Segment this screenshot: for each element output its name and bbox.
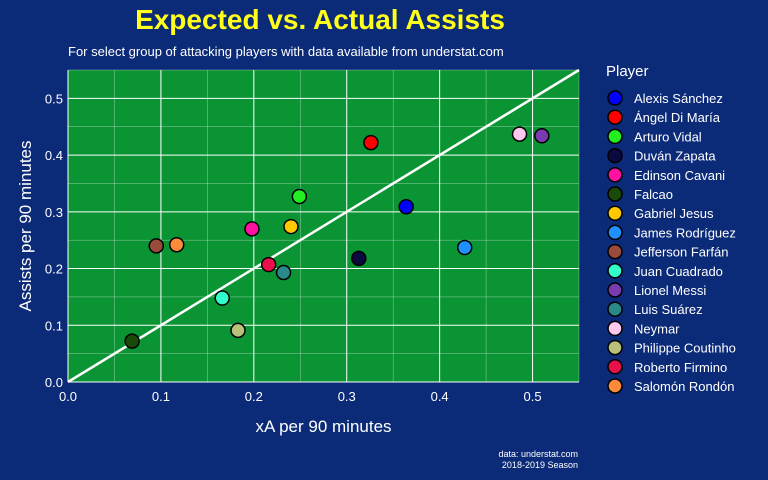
legend-label: Luis Suárez — [634, 302, 703, 317]
caption-season: 2018-2019 Season — [501, 460, 578, 470]
legend-marker — [607, 224, 623, 241]
x-tick-label: 0.5 — [524, 389, 542, 404]
legend-marker — [607, 378, 623, 394]
reference-line — [67, 68, 580, 384]
x-tick-label: 0.2 — [245, 389, 263, 404]
legend-marker — [607, 243, 623, 260]
chart-caption: data: understat.com 2018-2019 Season — [498, 449, 578, 471]
legend-marker — [607, 263, 623, 279]
legend-label: James Rodríguez — [634, 225, 736, 240]
legend-marker — [607, 359, 623, 375]
caption-source: data: understat.com — [498, 449, 578, 459]
legend-marker — [607, 186, 623, 202]
data-point — [168, 236, 185, 253]
y-tick-label: 0.5 — [45, 91, 63, 106]
legend-marker — [607, 147, 623, 164]
legend-label: Duván Zapata — [634, 149, 716, 164]
data-point — [244, 221, 260, 237]
legend-marker — [607, 301, 623, 317]
x-tick-label: 0.3 — [338, 389, 356, 404]
legend-label: Salomón Rondón — [634, 379, 734, 394]
legend-label: Roberto Firmino — [634, 360, 727, 375]
legend-label: Neymar — [634, 321, 680, 336]
data-point — [230, 322, 246, 339]
y-axis-label: Assists per 90 minutes — [16, 140, 35, 311]
y-tick-label: 0.1 — [45, 318, 63, 333]
y-tick-label: 0.3 — [45, 205, 63, 220]
data-point — [260, 256, 277, 273]
legend-marker — [607, 205, 623, 221]
legend-marker — [607, 90, 623, 106]
data-point — [351, 250, 367, 267]
data-point — [124, 333, 140, 349]
legend-marker — [607, 320, 623, 337]
legend-label: Ángel Di María — [634, 110, 721, 125]
legend-label: Lionel Messi — [634, 283, 706, 298]
data-point — [148, 238, 165, 254]
y-tick-label: 0.0 — [45, 375, 63, 390]
data-point — [456, 239, 473, 256]
legend-label: Jefferson Farfán — [634, 245, 728, 260]
x-tick-label: 0.4 — [431, 389, 449, 404]
x-axis-label: xA per 90 minutes — [255, 417, 391, 436]
y-tick-label: 0.4 — [45, 148, 63, 163]
data-point — [283, 218, 299, 235]
legend-label: Philippe Coutinho — [634, 341, 736, 356]
data-point — [534, 128, 550, 144]
legend-marker — [607, 167, 623, 183]
legend-label: Alexis Sánchez — [634, 91, 723, 106]
data-point — [214, 290, 230, 306]
data-point — [511, 126, 528, 142]
legend-label: Edinson Cavani — [634, 168, 725, 183]
legend-label: Arturo Vidal — [634, 129, 702, 144]
x-tick-label: 0.1 — [152, 389, 170, 404]
legend-label: Gabriel Jesus — [634, 206, 714, 221]
x-tick-label: 0.0 — [59, 389, 77, 404]
legend-marker — [607, 282, 623, 298]
legend-marker — [607, 128, 623, 145]
legend-marker — [607, 339, 623, 356]
chart-subtitle: For select group of attacking players wi… — [68, 44, 504, 59]
legend-title: Player — [606, 63, 649, 80]
chart-title: Expected vs. Actual Assists — [135, 4, 505, 35]
data-point — [398, 198, 414, 215]
data-point — [275, 264, 292, 281]
legend-label: Falcao — [634, 187, 673, 202]
legend-label: Juan Cuadrado — [634, 264, 723, 279]
data-point — [363, 134, 379, 151]
legend-marker — [607, 109, 623, 125]
data-point — [291, 188, 308, 205]
y-tick-label: 0.2 — [45, 262, 63, 277]
